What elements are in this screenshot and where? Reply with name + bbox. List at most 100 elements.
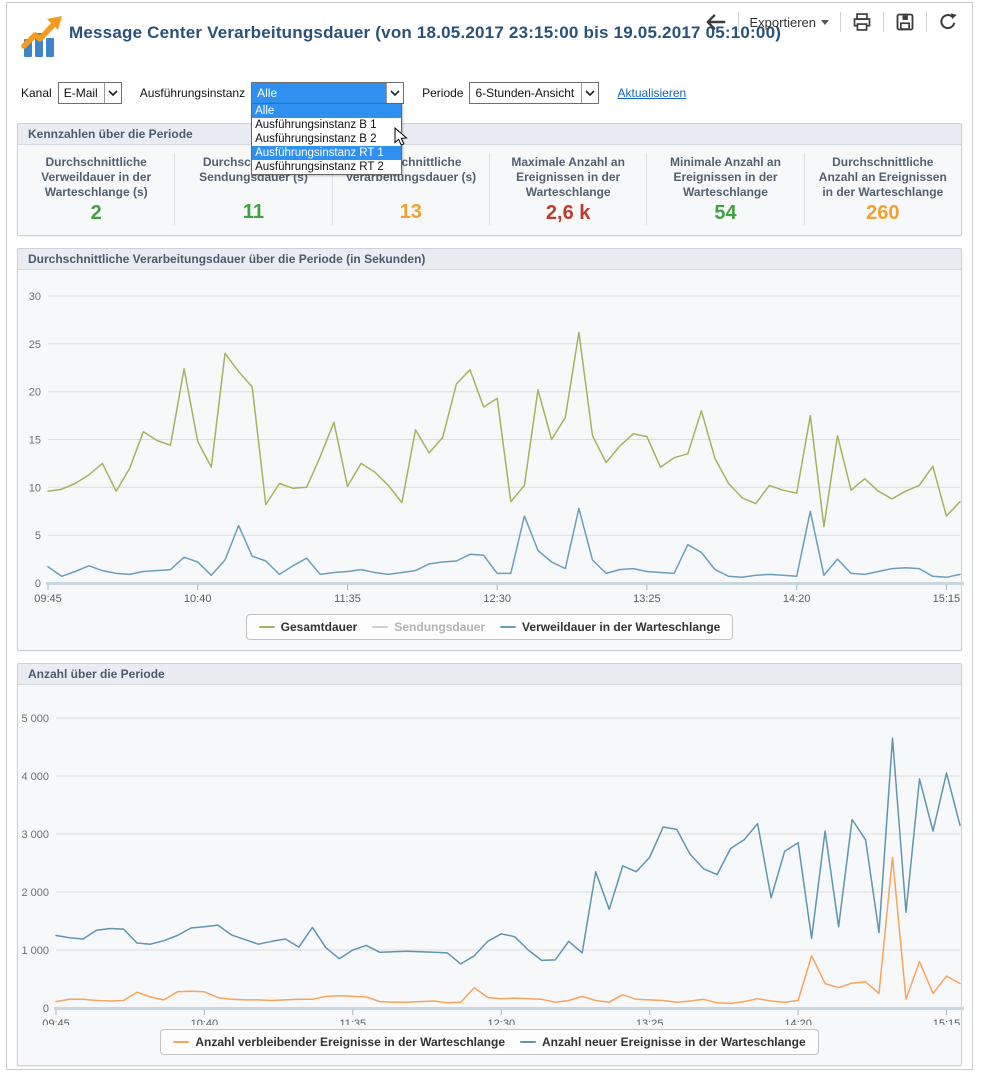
svg-text:14:20: 14:20 [784,1018,812,1025]
kpi-label: Minimale Anzahl an Ereignissen in der Wa… [670,155,781,199]
floppy-disk-icon [896,13,914,31]
kanal-select[interactable]: E-Mail [57,81,122,104]
kpi-panel-header: Kennzahlen über die Periode [18,124,961,145]
legend-label: Gesamtdauer [280,620,358,634]
legend-label: Anzahl verbleibender Ereignisse in der W… [195,1035,505,1049]
legend-item-verweildauer[interactable]: Verweildauer in der Warteschlange [500,620,720,634]
svg-text:4 000: 4 000 [21,771,49,783]
kpi-label: Durchschnittliche Anzahl an Ereignissen … [818,155,947,199]
chevron-down-icon [103,82,121,103]
printer-icon [853,13,871,31]
refresh-link[interactable]: Aktualisieren [617,85,687,100]
svg-text:30: 30 [29,291,41,303]
svg-text:11:35: 11:35 [339,1018,366,1025]
legend-swatch [520,1041,536,1043]
kpi-max-ereignisse: Maximale Anzahl an Ereignissen in der Wa… [490,153,648,225]
export-dropdown-button[interactable]: Exportieren [746,13,833,32]
svg-text:5 000: 5 000 [21,713,49,725]
legend-label: Sendungsdauer [394,620,486,634]
toolbar-separator [840,12,841,32]
periode-label: Periode [422,85,464,100]
svg-text:15:15: 15:15 [933,593,961,605]
chevron-down-icon [821,19,829,25]
page-header: Message Center Verarbeitungsdauer (von 1… [7,3,972,63]
count-chart-panel: Anzahl über die Periode 0 1 000 2 000 3 000… [17,663,964,1066]
page-title: Message Center Verarbeitungsdauer (von 1… [69,23,782,42]
count-chart: 0 1 000 2 000 3 000 4 000 5 000 09:45 10:40 11:3… [21,713,964,1025]
back-button[interactable] [701,11,731,33]
svg-text:0: 0 [35,578,41,590]
chart-legend: Gesamtdauer Sendungsdauer Verweildauer i… [245,614,734,640]
svg-text:13:25: 13:25 [636,1018,664,1025]
kpi-value: 54 [714,202,737,224]
legend-swatch [258,626,275,628]
instanz-option[interactable]: Ausführungsinstanz B 1 [255,118,377,131]
kpi-row: Durchschnittliche Verweildauer in der Wa… [18,145,961,235]
filter-bar: Kanal E-Mail Ausführungsinstanz Alle All… [7,63,972,175]
toolbar-separator [926,12,927,32]
kpi-verweildauer: Durchschnittliche Verweildauer in der Wa… [18,153,176,225]
kanal-select-value: E-Mail [63,85,98,100]
kpi-value: 2 [90,202,102,224]
toolbar-separator [737,12,739,32]
svg-text:11:35: 11:35 [334,593,361,605]
legend-item-sendungsdauer[interactable]: Sendungsdauer [372,620,485,634]
print-button[interactable] [848,10,876,34]
toolbar-separator [883,12,884,32]
back-arrow-icon [706,14,725,30]
svg-text:13:25: 13:25 [633,593,661,605]
header-toolbar: Exportieren [701,9,962,35]
periode-select[interactable]: 6-Stunden-Ansicht [469,81,600,104]
kpi-label: Durchschnittliche Verweildauer in der Wa… [41,155,152,199]
kpi-value: 2,6 k [545,202,591,224]
instanz-option[interactable]: Ausführungsinstanz B 2 [255,132,377,145]
svg-text:15: 15 [29,435,41,447]
legend-swatch [372,626,389,628]
kpi-value: 13 [399,201,422,223]
svg-text:09:45: 09:45 [34,593,62,605]
periode-select-value: 6-Stunden-Ansicht [475,85,575,100]
instanz-select-wrap: Alle Alle Ausführungsinstanz B 1 Ausführun… [251,81,408,175]
svg-text:5: 5 [35,530,41,542]
legend-item-gesamtdauer[interactable]: Gesamtdauer [258,620,358,634]
svg-text:20: 20 [29,387,41,399]
instanz-select-value: Alle [252,82,387,103]
duration-chart-panel: Durchschnittliche Verarbeitungsdauer übe… [17,248,964,651]
kpi-avg-ereignisse: Durchschnittliche Anzahl an Ereignissen … [805,153,961,225]
legend-swatch [500,626,517,628]
instanz-select[interactable]: Alle [251,81,405,104]
legend-item-verbleibende-ereignisse[interactable]: Anzahl verbleibender Ereignisse in der W… [173,1035,505,1049]
legend-label: Anzahl neuer Ereignisse in der Warteschl… [542,1035,806,1049]
svg-text:2 000: 2 000 [21,887,49,899]
refresh-icon [940,13,957,30]
kpi-value: 11 [242,201,265,223]
svg-text:09:45: 09:45 [42,1018,70,1025]
kpi-label: Maximale Anzahl an Ereignissen in der Wa… [511,155,625,199]
page-container: Message Center Verarbeitungsdauer (von 1… [6,2,973,1070]
svg-text:3 000: 3 000 [21,829,49,841]
save-button[interactable] [891,10,919,34]
svg-text:0: 0 [43,1003,49,1015]
count-chart-title: Anzahl über die Periode [18,664,961,685]
instanz-dropdown-list: Alle Ausführungsinstanz B 1 Ausführungsins… [251,102,403,175]
instanz-option[interactable]: Ausführungsinstanz RT 2 [255,160,384,173]
legend-swatch [173,1041,190,1043]
svg-text:14:20: 14:20 [783,593,811,605]
instanz-option[interactable]: Alle [252,103,402,118]
chevron-down-icon [386,82,404,103]
svg-text:10:40: 10:40 [191,1018,219,1025]
legend-item-neue-ereignisse[interactable]: Anzahl neuer Ereignisse in der Warteschl… [520,1035,806,1049]
mouse-cursor-icon [394,126,408,146]
kanal-label: Kanal [21,85,52,100]
duration-chart-title: Durchschnittliche Verarbeitungsdauer übe… [18,249,961,270]
duration-chart: 0 5 10 15 20 25 30 09:45 10:40 11:35 12:30 13:25 14:… [29,291,964,605]
kpi-panel: Kennzahlen über die Periode Durchschnitt… [17,123,962,236]
app-logo-chart-icon [21,16,62,57]
kpi-value: 260 [866,202,900,224]
svg-text:15:15: 15:15 [933,1018,961,1025]
legend-label: Verweildauer in der Warteschlange [522,620,721,634]
refresh-button[interactable] [934,10,962,34]
chevron-down-icon [581,82,599,103]
instanz-option[interactable]: Ausführungsinstanz RT 1 [252,145,402,160]
svg-text:10: 10 [29,482,41,494]
